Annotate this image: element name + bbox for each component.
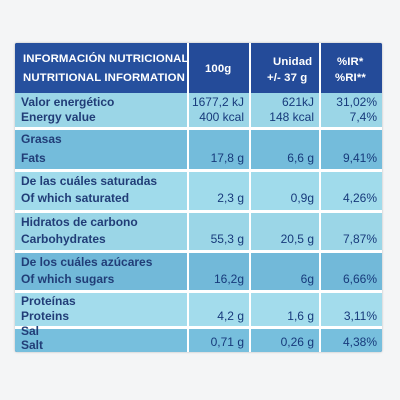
row-salt-label-cell: Sal Salt — [15, 325, 187, 352]
carbs-pct: 7,87% — [342, 232, 377, 246]
energy-kj-100: 1677,2 kJ — [191, 95, 244, 109]
row-saturated-label-cell: De las cuáles saturadas Of which saturat… — [15, 172, 187, 210]
proteins-100: 4,2 g — [217, 309, 244, 323]
saturated-100: 2,3 g — [217, 191, 244, 205]
proteins-pct: 3,11% — [343, 309, 377, 323]
row-proteins-unit-cell: 1,6 g — [251, 293, 319, 326]
carbs-unit: 20,5 g — [280, 232, 314, 246]
saturated-unit: 0,9g — [290, 191, 314, 205]
row-sugars-pct-cell: 6,66% — [321, 253, 382, 290]
saturated-pct: 4,26% — [342, 191, 377, 205]
row-carbs-unit-cell: 20,5 g — [251, 213, 319, 250]
salt-pct: 4,38% — [342, 335, 377, 349]
row-carbs-100-cell: 55,3 g — [189, 213, 249, 250]
row-label-en: Energy value — [21, 110, 96, 124]
column-divider — [249, 43, 251, 352]
header-pct-cell: %IR* %RI** — [321, 43, 382, 93]
header-ir: %IR* — [337, 56, 364, 68]
row-label-en: Salt — [21, 338, 44, 352]
column-divider — [187, 43, 189, 352]
row-divider — [15, 210, 382, 213]
row-fats-100-cell: 17,8 g — [189, 130, 249, 169]
row-label-es: Grasas — [21, 132, 62, 146]
fats-100: 17,8 g — [210, 151, 244, 165]
row-label-es: De los cuáles azúcares — [21, 255, 153, 269]
header-unit-en: +/- 37 g — [267, 72, 308, 84]
row-fats-label-cell: Grasas Fats — [15, 130, 187, 169]
row-divider — [15, 326, 382, 329]
row-sugars-unit-cell: 6g — [251, 253, 319, 290]
header-label-es: INFORMACIÓN NUTRICIONAL — [23, 53, 189, 65]
row-proteins-pct-cell: 3,11% — [321, 293, 382, 326]
row-label-en: Carbohydrates — [21, 232, 106, 246]
row-proteins-label-cell: Proteínas Proteins — [15, 293, 187, 326]
row-energy-unit-cell: 621kJ 148 kcal — [251, 93, 319, 127]
row-energy-label-cell: Valor energético Energy value — [15, 93, 187, 127]
header-name-cell: INFORMACIÓN NUTRICIONAL NUTRITIONAL INFO… — [15, 43, 189, 93]
energy-kcal-unit: 148 kcal — [269, 110, 314, 124]
row-label-en: Of which saturated — [21, 191, 130, 205]
row-sugars-label-cell: De los cuáles azúcares Of which sugars — [15, 253, 187, 290]
row-label-es: Hidratos de carbono — [21, 215, 138, 229]
row-label-es: Valor energético — [21, 95, 115, 109]
proteins-unit: 1,6 g — [287, 309, 314, 323]
energy-kcal-100: 400 kcal — [199, 110, 244, 124]
row-saturated-100-cell: 2,3 g — [189, 172, 249, 210]
row-divider — [15, 127, 382, 130]
row-energy-100-cell: 1677,2 kJ 400 kcal — [189, 93, 249, 127]
header-unit-cell: Unidad +/- 37 g — [251, 43, 319, 93]
row-saturated-unit-cell: 0,9g — [251, 172, 319, 210]
header-label-en: NUTRITIONAL INFORMATION — [23, 72, 185, 84]
row-proteins-100-cell: 4,2 g — [189, 293, 249, 326]
row-label-en: Proteins — [21, 309, 70, 323]
energy-pct-1: 31,02% — [336, 95, 377, 109]
carbs-100: 55,3 g — [210, 232, 244, 246]
header-per-100: 100g — [205, 63, 232, 75]
row-salt-unit-cell: 0,26 g — [251, 329, 319, 352]
row-label-en: Fats — [21, 151, 46, 165]
energy-pct-2: 7,4% — [349, 110, 377, 124]
row-energy-pct-cell: 31,02% 7,4% — [321, 93, 382, 127]
fats-unit: 6,6 g — [287, 151, 314, 165]
row-label-es: Proteínas — [21, 294, 76, 308]
row-salt-100-cell: 0,71 g — [189, 329, 249, 352]
row-fats-unit-cell: 6,6 g — [251, 130, 319, 169]
row-label-es: Sal — [21, 324, 40, 338]
row-sugars-100-cell: 16,2g — [189, 253, 249, 290]
header-100g-cell: 100g — [189, 43, 249, 93]
row-label-es: De las cuáles saturadas — [21, 174, 158, 188]
sugars-pct: 6,66% — [342, 272, 377, 286]
row-divider — [15, 290, 382, 293]
nutrition-label: INFORMACIÓN NUTRICIONAL NUTRITIONAL INFO… — [15, 43, 382, 352]
row-carbs-label-cell: Hidratos de carbono Carbohydrates — [15, 213, 187, 250]
row-divider — [15, 169, 382, 172]
fats-pct: 9,41% — [342, 151, 377, 165]
row-carbs-pct-cell: 7,87% — [321, 213, 382, 250]
sugars-unit: 6g — [300, 272, 314, 286]
energy-kj-unit: 621kJ — [281, 95, 314, 109]
sugars-100: 16,2g — [213, 272, 244, 286]
row-fats-pct-cell: 9,41% — [321, 130, 382, 169]
column-divider — [319, 43, 321, 352]
header-ri: %RI** — [335, 72, 366, 84]
row-saturated-pct-cell: 4,26% — [321, 172, 382, 210]
row-salt-pct-cell: 4,38% — [321, 329, 382, 352]
header-unit-es: Unidad — [273, 56, 313, 68]
salt-100: 0,71 g — [210, 335, 244, 349]
salt-unit: 0,26 g — [280, 335, 314, 349]
row-label-en: Of which sugars — [21, 272, 115, 286]
row-divider — [15, 250, 382, 253]
